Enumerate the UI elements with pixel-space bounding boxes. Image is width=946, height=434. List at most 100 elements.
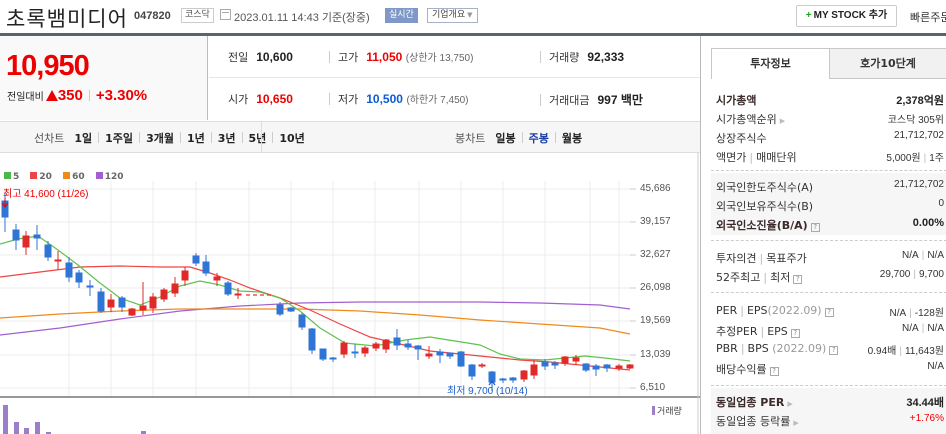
timestamp: 2023.01.11 14:43 기준(장중) bbox=[234, 9, 370, 25]
y-tick: 26,098 bbox=[640, 282, 671, 293]
divider bbox=[711, 292, 946, 293]
legend-ma120[interactable]: 120 bbox=[95, 172, 124, 182]
candle-daily[interactable]: 일봉 bbox=[495, 132, 516, 145]
y-tick: 6,510 bbox=[640, 382, 666, 393]
low-annotation: 최저 9,700 (10/14) bbox=[447, 386, 528, 397]
period-1w[interactable]: 1주일 bbox=[105, 132, 134, 145]
y-tick: 39,157 bbox=[640, 216, 671, 227]
period-1y[interactable]: 1년 bbox=[186, 132, 205, 145]
volume: 거래량 92,333 bbox=[540, 49, 624, 65]
candles bbox=[1, 193, 634, 388]
timestamp-suffix: 기준(장중) bbox=[321, 12, 370, 24]
period-1d[interactable]: 1일 bbox=[74, 132, 93, 145]
arrow-right-icon: ▶ bbox=[787, 400, 793, 408]
header-divider-right bbox=[700, 33, 946, 36]
open-value: 10,650 bbox=[256, 92, 293, 106]
upper-limit: (상한가 13,750) bbox=[405, 53, 474, 64]
help-icon[interactable]: ? bbox=[793, 275, 803, 284]
sector-section: 동일업종 PER ▶ 34.44배 동일업종 등락률 ▶ +1.76% bbox=[711, 388, 946, 434]
tab-order-book[interactable]: 호가10단계 bbox=[830, 48, 946, 79]
foreign-limit-row: 외국인한도주식수(A) 21,712,702 bbox=[716, 179, 944, 194]
legend-ma60[interactable]: 60 bbox=[63, 172, 85, 182]
high-annotation: 최고 41,600 (11/26) bbox=[3, 189, 89, 200]
stats-row-2: 시가 10,650 저가 10,500 (하한가 7,450) 거래대금 997 백만 bbox=[209, 78, 700, 120]
stats-row-1: 전일 10,600 고가 11,050 (상한가 13,750) 거래량 92,333 bbox=[209, 36, 700, 78]
week52-row: 52주최고 | 최저? 29,700 | 9,700 bbox=[716, 269, 944, 284]
prev-close: 전일 10,600 bbox=[228, 49, 293, 65]
sector-per-row[interactable]: 동일업종 PER ▶ 34.44배 bbox=[716, 396, 944, 409]
help-icon[interactable]: ? bbox=[829, 346, 839, 355]
tab-investment-info[interactable]: 투자정보 bbox=[711, 48, 830, 79]
current-price: 10,950 bbox=[6, 50, 90, 82]
y-tick: 32,627 bbox=[640, 249, 671, 260]
quick-order-link[interactable]: 빠른주문 bbox=[910, 11, 946, 24]
help-icon[interactable]: ? bbox=[790, 329, 800, 338]
market-cap-rank-row[interactable]: 시가총액순위 ▶ 코스닥 305위 bbox=[716, 113, 944, 126]
sector-change-row[interactable]: 동일업종 등락률 ▶ +1.76% bbox=[716, 413, 944, 428]
candlestick-chart bbox=[0, 153, 700, 434]
info-tabs: 투자정보 호가10단계 bbox=[711, 48, 946, 79]
low-arrow-icon bbox=[488, 380, 496, 391]
volume-legend: 거래량 bbox=[652, 404, 682, 417]
change-percent: +3.30% bbox=[95, 87, 148, 104]
period-3m[interactable]: 3개월 bbox=[146, 132, 174, 145]
timestamp-value: 2023.01.11 14:43 bbox=[234, 12, 319, 24]
help-icon[interactable]: ? bbox=[824, 308, 834, 317]
valuation-section: PER | EPS(2022.09)? N/A | -128원 추정PER | EPS? N/A… bbox=[711, 298, 946, 380]
header-divider bbox=[0, 33, 700, 36]
open-label: 시가 bbox=[228, 93, 249, 106]
add-mystock-button[interactable]: + MY STOCK 추가 bbox=[796, 5, 897, 27]
lower-limit: (하한가 7,450) bbox=[406, 95, 469, 106]
y-tick: 13,039 bbox=[640, 349, 671, 360]
candle-monthly[interactable]: 월봉 bbox=[561, 132, 583, 145]
dividend-row: 배당수익률? N/A bbox=[716, 361, 944, 376]
y-tick: 19,569 bbox=[640, 315, 671, 326]
legend-ma5[interactable]: 5 bbox=[4, 172, 19, 182]
shares-row: 상장주식수 21,712,702 bbox=[716, 130, 944, 145]
price-stats: 전일 10,600 고가 11,050 (상한가 13,750) 거래량 92,333… bbox=[209, 36, 700, 120]
market-cap-section: 시가총액 2,378억원 시가총액순위 ▶ 코스닥 305위 상장주식수 21,712,… bbox=[711, 90, 946, 170]
help-icon[interactable]: ? bbox=[769, 367, 779, 376]
up-triangle-icon bbox=[45, 90, 58, 101]
low-value: 10,500 bbox=[366, 92, 403, 106]
legend-ma20[interactable]: 20 bbox=[30, 172, 52, 182]
period-3y[interactable]: 3년 bbox=[217, 132, 236, 145]
arrow-right-icon: ▶ bbox=[793, 419, 799, 427]
est-per-row: 추정PER | EPS? N/A | N/A bbox=[716, 323, 944, 338]
market-badge: 코스닥 bbox=[181, 8, 214, 23]
company-overview-dropdown[interactable]: 기업개요 ▼ bbox=[427, 8, 478, 23]
chart-legend: 5 20 60 120 bbox=[4, 172, 132, 182]
chevron-down-icon: ▼ bbox=[467, 11, 473, 19]
divider bbox=[329, 51, 330, 63]
foreign-ratio-row: 외국인소진율(B/A)? 0.00% bbox=[716, 217, 944, 232]
per-eps-row: PER | EPS(2022.09)? N/A | -128원 bbox=[716, 304, 944, 319]
par-unit-row: 액면가 | 매매단위 5,000원 | 1주 bbox=[716, 151, 944, 164]
period-5y[interactable]: 5년 bbox=[248, 132, 267, 145]
stock-header: 초록뱀미디어 047820 코스닥 2023.01.11 14:43 기준(장중… bbox=[0, 0, 946, 34]
divider bbox=[88, 90, 90, 101]
volume-bars bbox=[3, 405, 146, 434]
candle-weekly[interactable]: 주봉 bbox=[528, 132, 549, 145]
amount-label: 거래대금 bbox=[549, 94, 590, 107]
low-label: 저가 bbox=[338, 93, 359, 106]
divider bbox=[711, 170, 946, 171]
high-price: 고가 11,050 (상한가 13,750) bbox=[329, 49, 473, 65]
change-label: 전일대비 bbox=[7, 92, 44, 103]
y-tick: 45,686 bbox=[640, 183, 671, 194]
divider bbox=[540, 51, 541, 63]
opinion-row: 투자의견 | 목표주가 N/A | N/A bbox=[716, 250, 944, 265]
price-chart[interactable]: 5 20 60 120 최고 41,600 (11/26) 최저 9,700 (… bbox=[0, 153, 700, 434]
period-10y[interactable]: 10년 bbox=[279, 132, 305, 145]
stock-code: 047820 bbox=[134, 10, 171, 22]
market-cap-row: 시가총액 2,378억원 bbox=[716, 94, 944, 107]
volume-label: 거래량 bbox=[549, 51, 580, 64]
divider bbox=[711, 385, 946, 386]
help-icon[interactable]: ? bbox=[810, 223, 820, 232]
opinion-section: 투자의견 | 목표주가 N/A | N/A 52주최고 | 최저? 29,700 | 9,700 bbox=[711, 244, 946, 288]
change-value: 350 bbox=[57, 87, 83, 104]
line-chart-periods: 선차트 1일 1주일 3개월 1년 3년 5년 10년 bbox=[34, 130, 305, 146]
realtime-button[interactable]: 실시간 bbox=[385, 8, 418, 23]
high-value: 11,050 bbox=[366, 50, 403, 64]
pbr-bps-row: PBR | BPS (2022.09)? 0.94배 | 11,643원 bbox=[716, 342, 944, 357]
